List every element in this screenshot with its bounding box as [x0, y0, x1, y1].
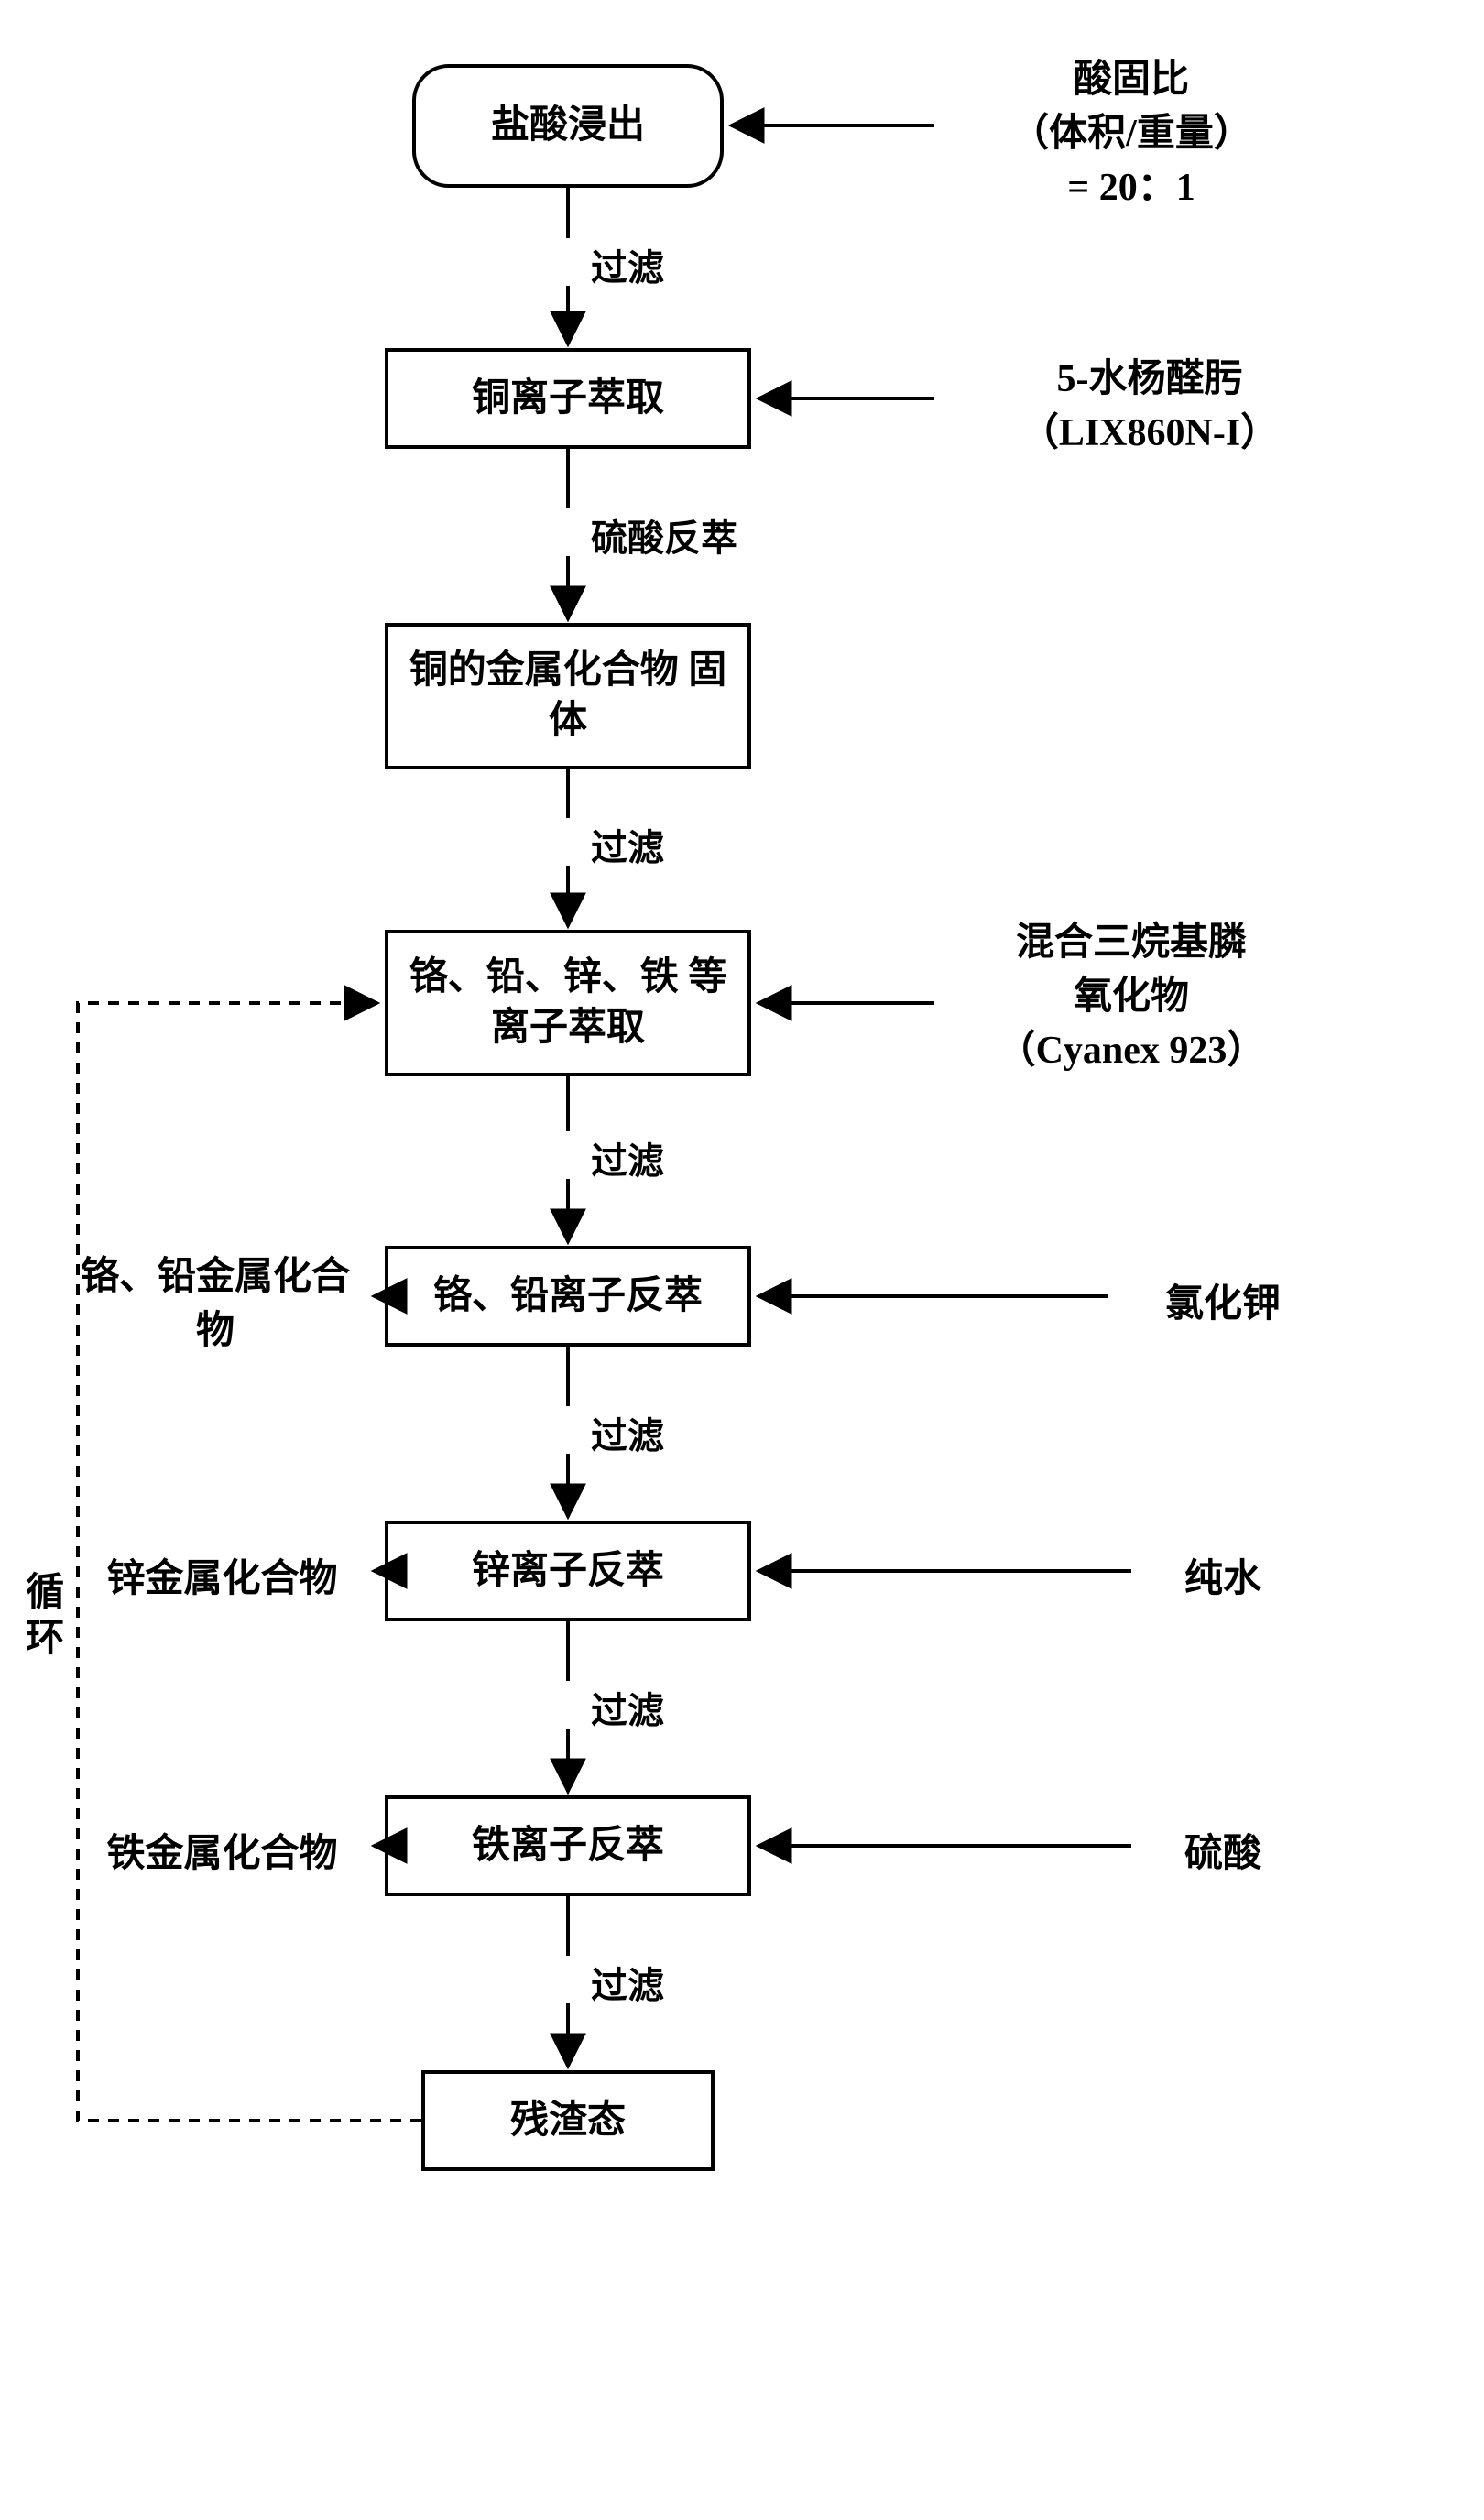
node-cr-pb-strip: 铬、铅离子反萃: [385, 1246, 751, 1347]
input-cyanex-923: 混合三烷基膦 氧化物 （Cyanex 923）: [948, 916, 1315, 1077]
edge-label-filter-4: 过滤: [591, 1411, 664, 1462]
node-cu-compound-solid: 铜的金属化合物 固体: [385, 623, 751, 769]
node-cu-extraction: 铜离子萃取: [385, 348, 751, 449]
input-h2so4: 硫酸: [1154, 1827, 1292, 1882]
input-pure-water: 纯水: [1154, 1553, 1292, 1607]
output-zn-compound: 锌金属化合物: [78, 1553, 366, 1607]
input-kcl: 氯化钾: [1131, 1278, 1315, 1332]
edge-label-filter-6: 过滤: [591, 1960, 664, 2012]
node-cr-pb-zn-fe-extraction: 铬、铅、锌、铁 等离子萃取: [385, 930, 751, 1076]
node-fe-strip: 铁离子反萃: [385, 1795, 751, 1896]
edge-label-filter-3: 过滤: [591, 1136, 664, 1187]
output-fe-compound: 铁金属化合物: [78, 1827, 366, 1882]
loop-label: 循环: [14, 1571, 68, 1663]
input-lix860n-i: 5-水杨醛肟 （LIX860N-I）: [948, 353, 1351, 461]
edge-label-filter-2: 过滤: [591, 823, 664, 874]
node-hcl-leaching: 盐酸浸出: [412, 64, 724, 188]
output-cr-pb-compound: 铬、铅金属化合 物: [64, 1250, 366, 1358]
edge-label-filter-5: 过滤: [591, 1685, 664, 1737]
node-residue: 残渣态: [421, 2070, 715, 2171]
node-zn-strip: 锌离子反萃: [385, 1521, 751, 1621]
edge-label-filter-1: 过滤: [591, 243, 664, 294]
input-acid-solid-ratio: 酸固比 （体积/重量） = 20：1: [948, 53, 1315, 214]
edge-label-h2so4-strip: 硫酸反萃: [591, 513, 737, 564]
